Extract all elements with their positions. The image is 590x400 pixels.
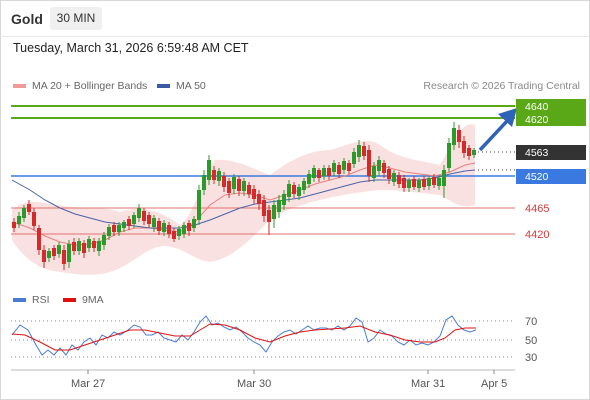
label-s2: 4420 (525, 229, 549, 241)
x-tick-mar30: Mar 30 (237, 378, 271, 390)
bollinger-band (12, 124, 475, 275)
rsi-line (11, 315, 477, 356)
legend-ma50: MA 50 (157, 80, 206, 92)
x-tick-apr5: Apr 5 (481, 378, 507, 390)
tag-last-text: 4563 (525, 147, 549, 159)
tag-pivot-text: 4520 (525, 171, 549, 183)
tag-r1 (516, 112, 586, 126)
x-tick-mar27: Mar 27 (71, 378, 105, 390)
timeframe-button[interactable]: 30 MIN (50, 7, 102, 30)
legend-rsi: RSI (13, 294, 50, 306)
header-divider (0, 36, 590, 37)
ma9-swatch (63, 298, 76, 302)
legend-ma50-label: MA 50 (176, 80, 206, 92)
legend-bb: MA 20 + Bollinger Bands (13, 80, 147, 92)
legend-rsi-label: RSI (32, 294, 50, 306)
candles (12, 122, 476, 270)
instrument-title: Gold (11, 11, 43, 27)
rsi-tick-70: 70 (525, 316, 537, 328)
tag-pivot (516, 169, 586, 184)
legend-9ma-label: 9MA (82, 294, 104, 306)
rsi-swatch (13, 298, 26, 302)
forecast-arrow-shaft (478, 118, 510, 152)
rsi-ma-line (11, 323, 476, 351)
x-tick-mar31: Mar 31 (411, 378, 445, 390)
label-s1: 4465 (525, 203, 549, 215)
credit-text: Research © 2026 Trading Central (423, 80, 580, 92)
tag-r1-text: 4620 (525, 114, 549, 126)
ma50-swatch (157, 84, 170, 88)
timestamp: Tuesday, March 31, 2026 6:59:48 AM CET (13, 41, 249, 55)
legend-9ma: 9MA (63, 294, 104, 306)
bb-swatch (13, 84, 26, 88)
tag-r2-text: 4640 (525, 101, 549, 113)
tag-r2 (516, 99, 586, 113)
tag-last (516, 145, 586, 160)
forecast-arrow-head (498, 108, 517, 127)
rsi-tick-50: 50 (525, 335, 537, 347)
legend-bb-label: MA 20 + Bollinger Bands (32, 80, 148, 92)
rsi-tick-30: 30 (525, 352, 537, 364)
